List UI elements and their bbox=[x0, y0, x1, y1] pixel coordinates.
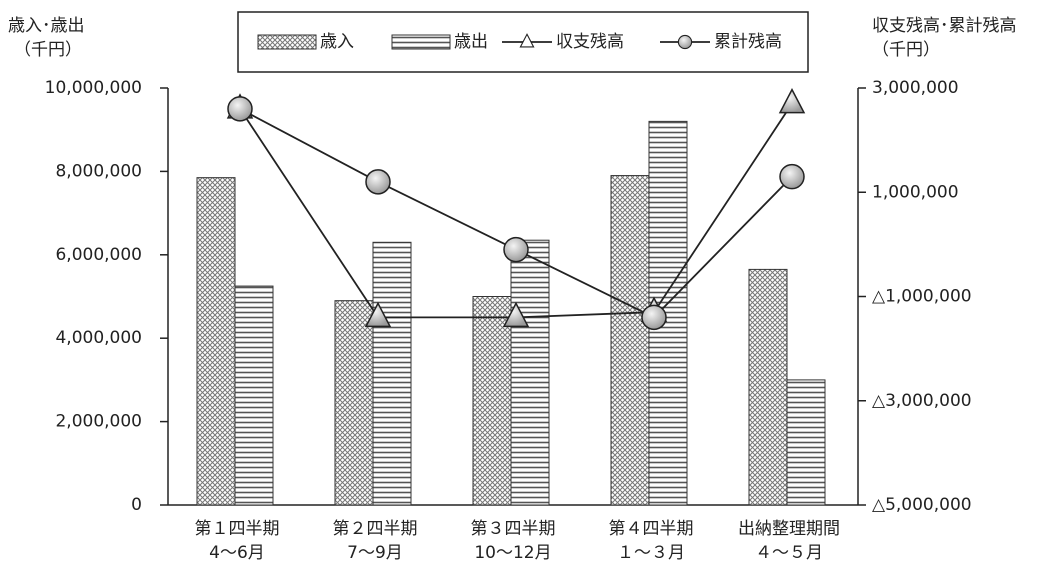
marker bbox=[364, 301, 392, 328]
marker bbox=[779, 163, 805, 190]
marker bbox=[503, 236, 529, 263]
x-tick-label: 4～6月 bbox=[209, 543, 265, 563]
y2-tick-label: △5,000,000 bbox=[872, 495, 972, 515]
y-tick-label: 6,000,000 bbox=[55, 245, 142, 265]
bar bbox=[510, 239, 550, 506]
y-axis-title: 歳入･歳出 bbox=[8, 16, 85, 36]
legend-label: 収支残高 bbox=[556, 32, 624, 52]
x-tick-label: 10～12月 bbox=[474, 543, 551, 563]
x-tick-label: 第１四半期 bbox=[195, 519, 280, 539]
bar bbox=[748, 268, 788, 506]
legend-marker-shape bbox=[519, 33, 535, 48]
y-axis-unit: （千円） bbox=[14, 40, 82, 60]
y-tick-label: 8,000,000 bbox=[55, 161, 142, 181]
bar bbox=[786, 379, 826, 506]
legend-label: 歳出 bbox=[454, 32, 488, 52]
x-tick-label: 7～9月 bbox=[347, 543, 403, 563]
y-tick-label: 4,000,000 bbox=[55, 328, 142, 348]
marker bbox=[641, 304, 667, 331]
legend-label: 累計残高 bbox=[714, 32, 782, 52]
bar bbox=[334, 300, 374, 506]
x-tick-label: １～３月 bbox=[617, 543, 685, 563]
bar bbox=[472, 296, 512, 506]
y2-tick-label: △1,000,000 bbox=[872, 287, 972, 307]
legend-marker-shape bbox=[677, 34, 693, 50]
y2-tick-label: 1,000,000 bbox=[872, 182, 959, 202]
bar bbox=[610, 175, 650, 506]
x-tick-label: ４～５月 bbox=[755, 543, 823, 563]
legend-label: 歳入 bbox=[320, 32, 354, 52]
x-tick-label: 第２四半期 bbox=[333, 519, 418, 539]
y2-axis-unit: （千円） bbox=[872, 40, 940, 60]
marker bbox=[365, 169, 391, 195]
bar bbox=[196, 177, 236, 506]
legend-marker bbox=[519, 33, 535, 48]
y-tick-label: 0 bbox=[131, 495, 142, 515]
marker bbox=[778, 88, 806, 114]
bar bbox=[234, 285, 274, 506]
legend-swatch bbox=[391, 34, 451, 50]
y-tick-label: 10,000,000 bbox=[45, 78, 142, 98]
x-tick-label: 出納整理期間 bbox=[738, 519, 840, 539]
x-tick-label: 第３四半期 bbox=[471, 519, 556, 539]
y-tick-label: 2,000,000 bbox=[55, 412, 142, 432]
legend-swatch bbox=[257, 34, 317, 50]
x-tick-label: 第４四半期 bbox=[609, 519, 694, 539]
legend-marker bbox=[677, 34, 693, 50]
y2-tick-label: 3,000,000 bbox=[872, 78, 959, 98]
marker bbox=[227, 96, 253, 122]
marker bbox=[502, 301, 530, 328]
y2-axis-title: 収支残高･累計残高 bbox=[872, 16, 1017, 36]
bar bbox=[372, 241, 412, 506]
y2-tick-label: △3,000,000 bbox=[872, 391, 972, 411]
